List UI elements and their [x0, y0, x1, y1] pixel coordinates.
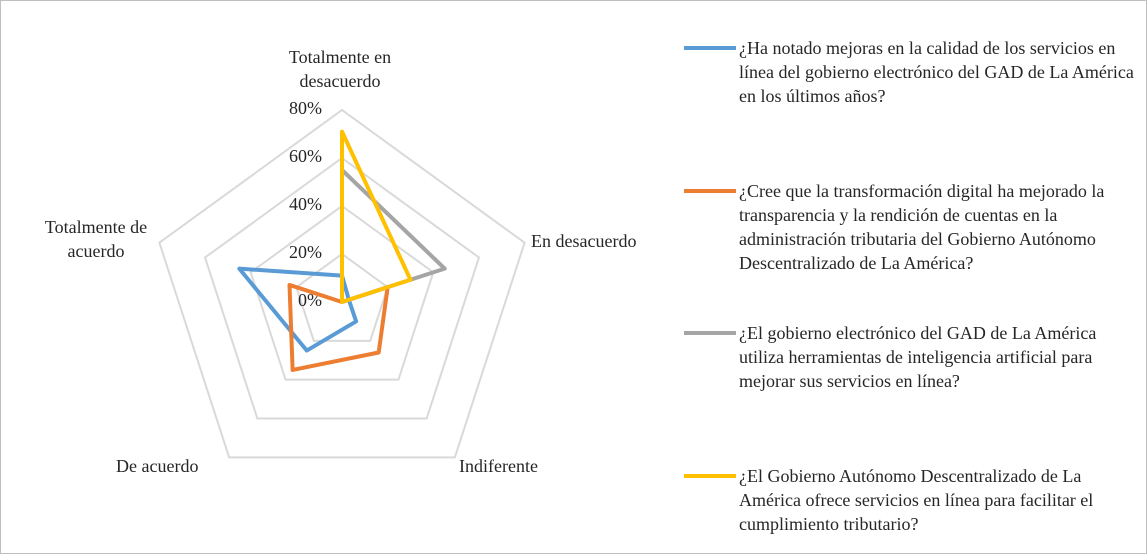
axis-label: Totalmente en desacuerdo — [288, 47, 392, 91]
series-line — [237, 266, 359, 353]
legend-label: ¿El gobierno electrónico del GAD de La A… — [739, 323, 1097, 391]
legend-label: ¿Cree que la transformación digital ha m… — [739, 181, 1105, 273]
axis-label: De acuerdo — [116, 456, 199, 476]
r-tick-label: 20% — [289, 242, 322, 262]
axis-label: En desacuerdo — [531, 231, 637, 251]
grid-ring — [249, 204, 435, 381]
axis-label: Indiferente — [459, 456, 538, 476]
grid-ring — [203, 156, 481, 420]
r-tick-label: 40% — [289, 194, 322, 214]
grid-ring — [295, 252, 389, 342]
grid-ring — [158, 108, 526, 459]
r-tick-label: 80% — [289, 98, 322, 118]
legend-label: ¿Ha notado mejoras en la calidad de los … — [739, 38, 1134, 106]
axis-label: Totalmente de acuerdo — [44, 217, 148, 261]
r-tick-label: 60% — [289, 146, 322, 166]
legend-label: ¿El Gobierno Autónomo Descentralizado de… — [739, 466, 1094, 534]
series-line — [340, 129, 413, 304]
